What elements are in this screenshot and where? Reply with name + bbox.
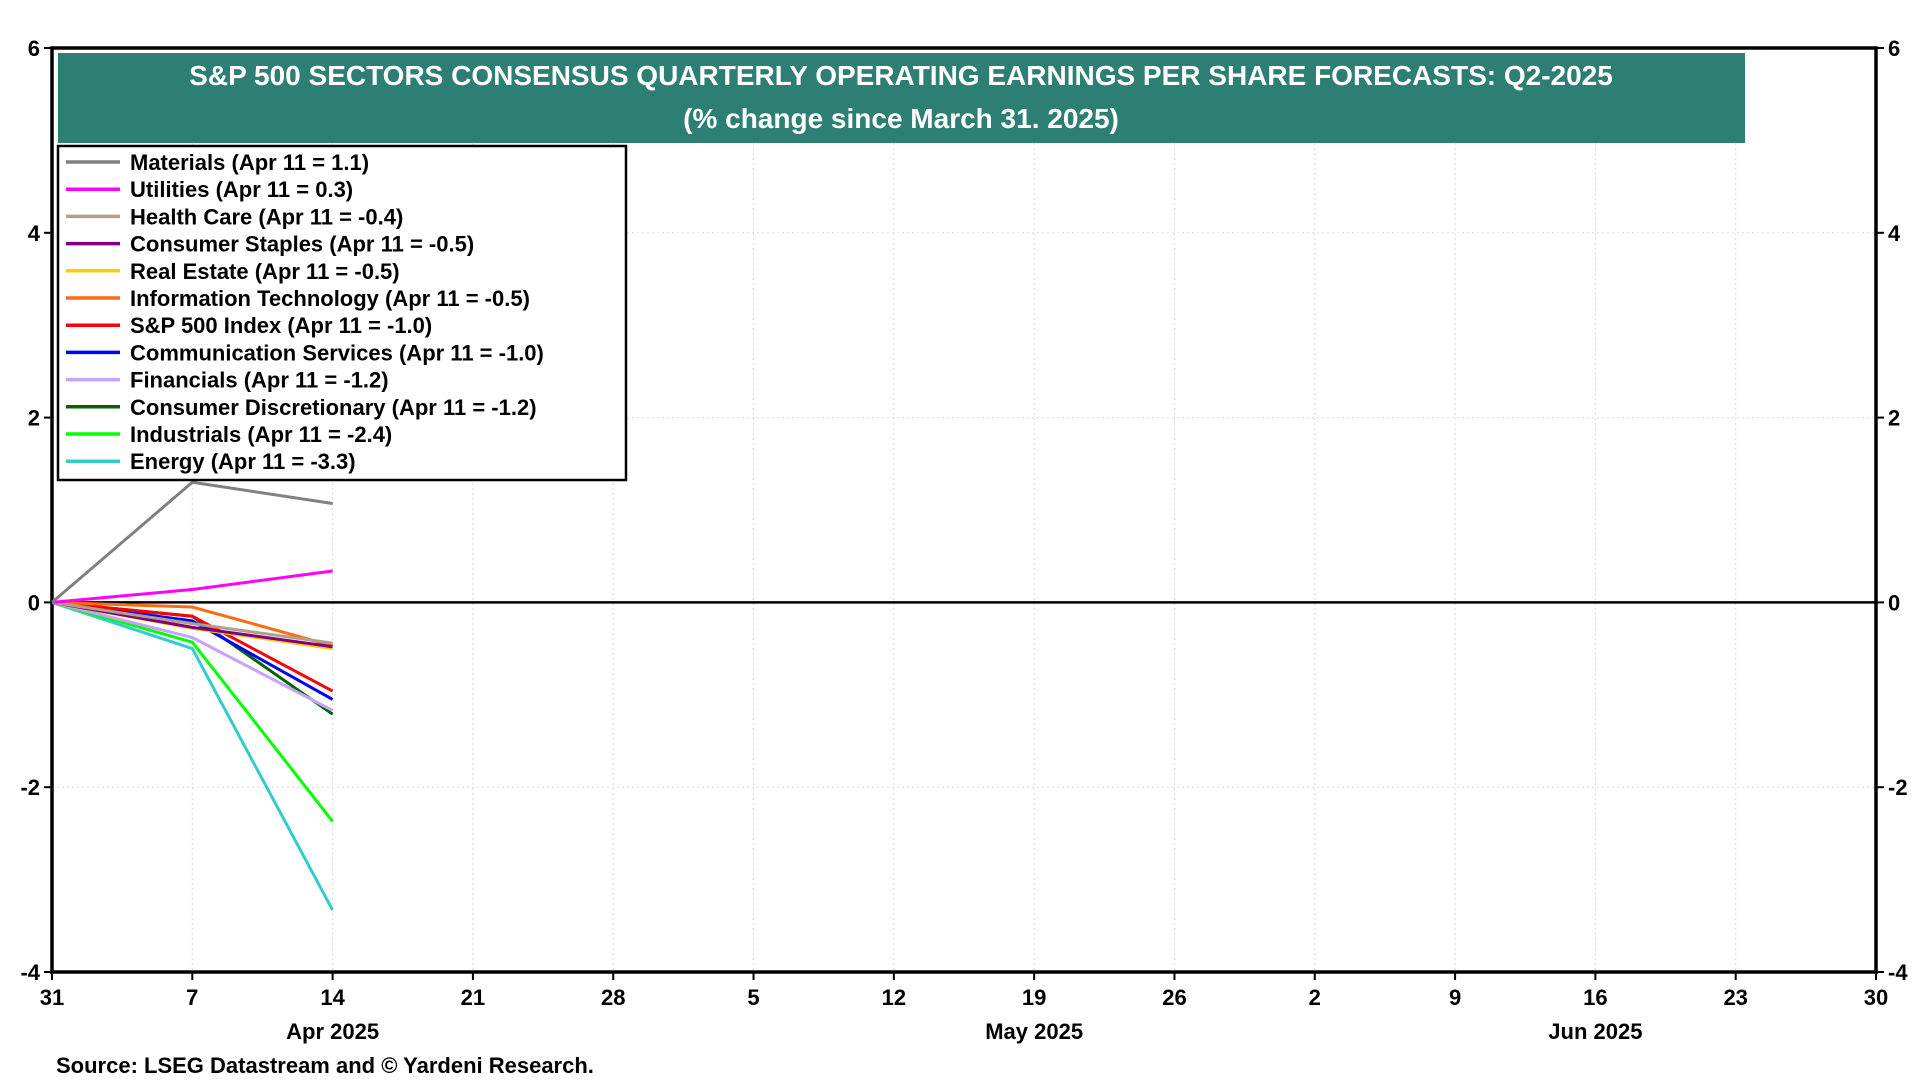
legend-label: Materials (Apr 11 = 1.1) bbox=[130, 150, 369, 175]
series-line bbox=[51, 480, 333, 604]
x-tick-label: 31 bbox=[40, 985, 64, 1010]
title-background bbox=[58, 53, 1745, 143]
legend-label: Financials (Apr 11 = -1.2) bbox=[130, 368, 389, 393]
x-tick-label: 30 bbox=[1864, 985, 1888, 1010]
x-tick-label: 16 bbox=[1583, 985, 1607, 1010]
x-tick-label: 21 bbox=[461, 985, 485, 1010]
legend-box bbox=[56, 144, 628, 482]
legend-label: Energy (Apr 11 = -3.3) bbox=[130, 449, 356, 474]
chart-subtitle: (% change since March 31. 2025) bbox=[683, 103, 1119, 134]
series-line bbox=[51, 600, 334, 911]
x-tick-label: 23 bbox=[1723, 985, 1747, 1010]
legend-label: S&P 500 Index (Apr 11 = -1.0) bbox=[130, 313, 432, 338]
legend-label: Communication Services (Apr 11 = -1.0) bbox=[130, 340, 544, 365]
series-line bbox=[51, 569, 333, 604]
x-tick-label: 7 bbox=[186, 985, 198, 1010]
y-tick-label-left: 4 bbox=[28, 221, 41, 246]
grid-layer bbox=[52, 48, 1876, 972]
series-line bbox=[51, 600, 334, 648]
plot-frame bbox=[50, 46, 1878, 974]
legend-label: Industrials (Apr 11 = -2.4) bbox=[130, 422, 392, 447]
legend-items: Materials (Apr 11 = 1.1)Utilities (Apr 1… bbox=[66, 150, 544, 474]
series-layer bbox=[51, 480, 334, 911]
x-tick-label: 12 bbox=[882, 985, 906, 1010]
x-tick-label: 9 bbox=[1449, 985, 1461, 1010]
x-tick-label: 2 bbox=[1309, 985, 1321, 1010]
y-tick-label-left: 0 bbox=[28, 590, 40, 615]
y-tick-label-left: 6 bbox=[28, 36, 40, 61]
chart-title: S&P 500 SECTORS CONSENSUS QUARTERLY OPER… bbox=[189, 60, 1613, 91]
legend-label: Information Technology (Apr 11 = -0.5) bbox=[130, 286, 530, 311]
y-tick-label-right: 0 bbox=[1888, 590, 1900, 615]
y-tick-label-left: 2 bbox=[28, 406, 40, 431]
legend-label: Real Estate (Apr 11 = -0.5) bbox=[130, 259, 400, 284]
y-tick-label-left: -4 bbox=[20, 960, 40, 985]
legend-label: Consumer Staples (Apr 11 = -0.5) bbox=[130, 232, 474, 257]
legend-label: Consumer Discretionary (Apr 11 = -1.2) bbox=[130, 395, 537, 420]
y-tick-label-right: 2 bbox=[1888, 406, 1900, 431]
x-tick-label: 19 bbox=[1022, 985, 1046, 1010]
y-tick-label-right: 4 bbox=[1888, 221, 1901, 246]
series-line bbox=[51, 600, 334, 693]
legend-label: Health Care (Apr 11 = -0.4) bbox=[130, 204, 403, 229]
axis-layer: 31 7 14 21 28 5 12 19 26 2 9 16 23 30-4 -4-2 -20 02 24 46 6… bbox=[20, 36, 1908, 1044]
month-label: May 2025 bbox=[985, 1019, 1083, 1044]
month-label: Apr 2025 bbox=[286, 1019, 379, 1044]
series-line bbox=[51, 600, 334, 712]
legend: Materials (Apr 11 = 1.1)Utilities (Apr 1… bbox=[56, 144, 628, 482]
series-line bbox=[51, 600, 333, 645]
month-label: Jun 2025 bbox=[1548, 1019, 1642, 1044]
legend-label: Utilities (Apr 11 = 0.3) bbox=[130, 177, 353, 202]
y-tick-label-left: -2 bbox=[20, 775, 40, 800]
y-tick-label-right: -4 bbox=[1888, 960, 1908, 985]
x-tick-label: 28 bbox=[601, 985, 625, 1010]
x-tick-label: 14 bbox=[320, 985, 345, 1010]
x-tick-label: 26 bbox=[1162, 985, 1186, 1010]
source-note: Source: LSEG Datastream and © Yardeni Re… bbox=[56, 1053, 594, 1078]
title-banner: S&P 500 SECTORS CONSENSUS QUARTERLY OPER… bbox=[58, 53, 1745, 143]
y-tick-label-right: 6 bbox=[1888, 36, 1900, 61]
y-tick-label-right: -2 bbox=[1888, 775, 1908, 800]
x-tick-label: 5 bbox=[747, 985, 759, 1010]
